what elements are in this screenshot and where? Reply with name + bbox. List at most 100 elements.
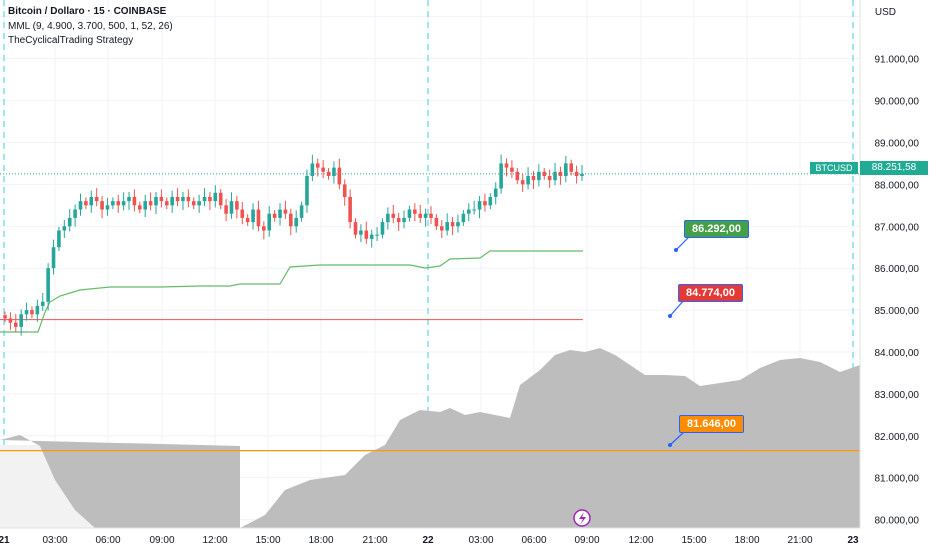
candle-body xyxy=(132,196,137,206)
candle-body xyxy=(434,217,439,227)
candle-body xyxy=(24,310,29,315)
current-price-tag: 88.251,58 xyxy=(860,161,928,175)
candle-body xyxy=(466,209,471,214)
price-tick-label: 82.000,00 xyxy=(875,432,920,443)
candle-body xyxy=(305,176,309,206)
candle-body xyxy=(121,201,126,206)
candle-body xyxy=(256,209,261,227)
candle-body xyxy=(386,213,390,223)
callout-leader xyxy=(669,299,685,317)
symbol-title: Bitcoin / Dollaro · 15 · COINBASE xyxy=(8,6,167,17)
candle-body xyxy=(542,171,547,176)
candle-body xyxy=(407,209,412,218)
candle-body xyxy=(380,222,385,235)
candle-body xyxy=(499,163,503,189)
candle-body xyxy=(229,201,234,214)
candle-body xyxy=(450,222,455,227)
candle-body xyxy=(456,222,460,227)
candle-body xyxy=(580,173,584,176)
candle-body xyxy=(13,322,18,327)
candle-body xyxy=(40,301,45,306)
candle-body xyxy=(127,196,131,202)
time-tick-label: 23 xyxy=(847,535,859,546)
candle-body xyxy=(84,201,88,206)
candle-body xyxy=(574,171,579,176)
price-tick-label: 83.000,00 xyxy=(875,390,920,401)
candle-body xyxy=(164,201,169,206)
candle-body xyxy=(186,196,191,202)
candle-body xyxy=(224,205,228,214)
time-tick-label: 21:00 xyxy=(362,535,387,546)
candle-body xyxy=(251,209,255,223)
candle-body xyxy=(418,213,423,218)
candle-body xyxy=(100,201,104,210)
candle-body xyxy=(245,217,250,223)
candle-body xyxy=(35,305,40,315)
candle-body xyxy=(51,247,56,269)
candle-body xyxy=(520,180,525,185)
candle-body xyxy=(439,226,444,231)
candle-body xyxy=(348,196,352,223)
candle-body xyxy=(353,222,358,235)
time-tick-label: 06:00 xyxy=(521,535,546,546)
candle-body xyxy=(143,201,148,210)
indicator-strategy-label[interactable]: TheCyclicalTrading Strategy xyxy=(8,35,134,46)
candle-body xyxy=(423,213,428,218)
candle-body xyxy=(262,226,266,231)
candle-body xyxy=(197,201,201,206)
candle-body xyxy=(283,209,288,214)
callout-green-level[interactable]: 86.292,00 xyxy=(684,220,749,238)
indicator-mml-label[interactable]: MML (9, 4.900, 3.700, 500, 1, 52, 26) xyxy=(8,21,173,32)
candle-body xyxy=(30,310,34,315)
candle-body xyxy=(537,171,541,181)
callout-anchor-dot xyxy=(668,314,672,318)
candle-body xyxy=(547,176,552,181)
callout-leader xyxy=(669,431,685,446)
candle-body xyxy=(154,196,158,206)
cloud-light-area xyxy=(0,445,240,528)
candle-body xyxy=(191,201,196,206)
candle-body xyxy=(148,201,153,206)
candle-body xyxy=(105,205,110,210)
candle-body xyxy=(294,217,298,227)
candle-body xyxy=(564,163,568,176)
callout-red-level[interactable]: 84.774,00 xyxy=(678,284,743,302)
candle-body xyxy=(493,188,498,197)
callout-orange-level[interactable]: 81.646,00 xyxy=(679,415,744,433)
candle-body xyxy=(364,230,369,239)
time-tick-label: 09:00 xyxy=(149,535,174,546)
candle-body xyxy=(558,171,563,176)
candle-body xyxy=(218,192,223,206)
price-axis-bg xyxy=(860,0,932,550)
candle-body xyxy=(569,163,574,172)
candle-body xyxy=(170,196,174,206)
candle-body xyxy=(278,209,282,218)
time-tick-label: 18:00 xyxy=(308,535,333,546)
candle-body xyxy=(429,213,433,218)
candle-body xyxy=(337,167,342,185)
candle-body xyxy=(202,196,207,202)
lightning-bolt-glyph xyxy=(579,512,586,525)
time-tick-label: 12:00 xyxy=(628,535,653,546)
time-tick-label: 21:00 xyxy=(787,535,812,546)
candle-body xyxy=(181,196,185,202)
candle-body xyxy=(46,268,50,302)
cloud-dark-area xyxy=(0,348,860,528)
candle-body xyxy=(413,209,417,214)
candle-body xyxy=(445,222,449,231)
candle-body xyxy=(488,196,493,206)
candle-body xyxy=(289,213,293,227)
time-tick-label: 12:00 xyxy=(202,535,227,546)
price-tick-label: 80.000,00 xyxy=(875,516,920,527)
price-tick-label: 81.000,00 xyxy=(875,474,920,485)
candle-body xyxy=(272,213,277,218)
time-tick-label: 15:00 xyxy=(681,535,706,546)
candle-body xyxy=(342,184,347,197)
candle-body xyxy=(526,176,530,185)
candle-body xyxy=(477,201,482,210)
candle-body xyxy=(67,217,72,227)
currency-label[interactable]: USD xyxy=(874,7,896,18)
candle-body xyxy=(310,163,315,176)
price-tick-label: 84.000,00 xyxy=(875,348,920,359)
